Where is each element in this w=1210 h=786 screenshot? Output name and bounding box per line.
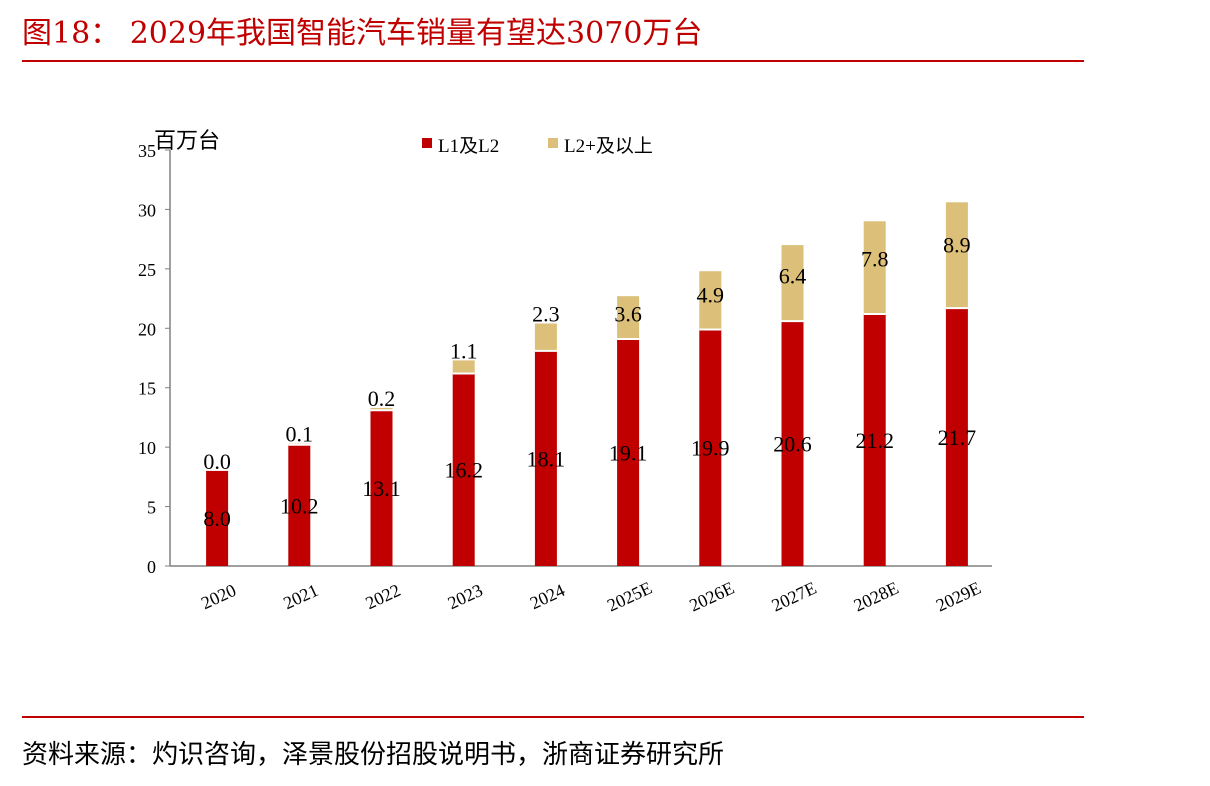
data-label-l2plus: 7.8 — [861, 246, 889, 271]
data-label-l1l2: 18.1 — [527, 446, 566, 471]
x-tick-label: 2029E — [933, 578, 984, 616]
bar-l2plus — [945, 202, 968, 309]
x-tick-label: 2024 — [527, 580, 568, 613]
y-tick-label: 25 — [138, 260, 156, 280]
data-label-l2plus: 3.6 — [614, 301, 642, 326]
x-tick-label: 2028E — [851, 578, 902, 616]
data-label-l1l2: 21.2 — [855, 428, 894, 453]
bar-l2plus — [699, 271, 722, 330]
bar-l1l2 — [452, 373, 475, 566]
data-label-l2plus: 4.9 — [697, 283, 725, 308]
legend-swatch-l1l2 — [422, 138, 432, 148]
y-tick-label: 35 — [138, 141, 156, 161]
y-tick-label: 0 — [147, 557, 156, 577]
y-tick-label: 15 — [138, 379, 156, 399]
bar-l2plus — [617, 296, 640, 339]
x-tick-label: 2025E — [604, 578, 655, 616]
data-label-l1l2: 19.9 — [691, 436, 730, 461]
bar-l1l2 — [863, 314, 886, 566]
x-tick-label: 2021 — [280, 580, 321, 613]
data-label-l1l2: 13.1 — [362, 476, 401, 501]
bar-l1l2 — [945, 308, 968, 566]
x-tick-label: 2022 — [362, 580, 403, 613]
bar-l1l2 — [617, 338, 640, 566]
data-label-l1l2: 8.0 — [203, 506, 231, 531]
bar-l2plus — [370, 407, 393, 411]
bar-l1l2 — [288, 444, 311, 566]
figure-title: 图18： 2029年我国智能汽车销量有望达3070万台 — [22, 16, 703, 51]
data-label-l1l2: 20.6 — [773, 432, 812, 457]
data-label-l2plus: 0.2 — [368, 386, 396, 411]
data-label-l1l2: 21.7 — [938, 425, 977, 450]
x-tick-label: 2027E — [768, 578, 819, 616]
bar-l2plus — [863, 221, 886, 315]
legend-label-l2plus: L2+及以上 — [564, 135, 653, 157]
legend-label-l1l2: L1及L2 — [438, 136, 499, 157]
y-tick-label: 5 — [147, 498, 156, 518]
y-tick-label: 10 — [138, 438, 156, 458]
data-label-l2plus: 0.0 — [203, 449, 231, 474]
bar-l2plus — [452, 360, 475, 374]
y-tick-label: 20 — [138, 319, 156, 339]
x-tick-label: 2020 — [198, 580, 239, 613]
data-label-l2plus: 8.9 — [943, 233, 971, 258]
bar-l1l2 — [206, 470, 229, 566]
data-label-l2plus: 1.1 — [450, 338, 478, 363]
data-label-l2plus: 6.4 — [779, 264, 807, 289]
bar-l2plus — [781, 245, 804, 322]
bar-l1l2 — [370, 410, 393, 566]
title-divider — [22, 60, 1084, 62]
bar-l1l2 — [781, 321, 804, 566]
x-tick-label: 2026E — [686, 578, 737, 616]
source-note: 资料来源：灼识咨询，泽景股份招股说明书，浙商证券研究所 — [22, 740, 725, 770]
x-tick-label: 2023 — [445, 580, 486, 613]
data-label-l2plus: 2.3 — [532, 302, 560, 327]
data-label-l1l2: 10.2 — [280, 493, 319, 518]
bar-l1l2 — [534, 350, 557, 566]
data-label-l1l2: 16.2 — [444, 458, 483, 483]
bar-l1l2 — [699, 329, 722, 566]
bar-l2plus — [534, 323, 557, 351]
data-label-l1l2: 19.1 — [609, 440, 648, 465]
y-axis-unit-label: 百万台 — [154, 128, 220, 153]
source-divider — [22, 716, 1084, 718]
legend-swatch-l2plus — [548, 138, 558, 148]
data-label-l2plus: 0.1 — [286, 422, 314, 447]
y-tick-label: 30 — [138, 200, 156, 220]
